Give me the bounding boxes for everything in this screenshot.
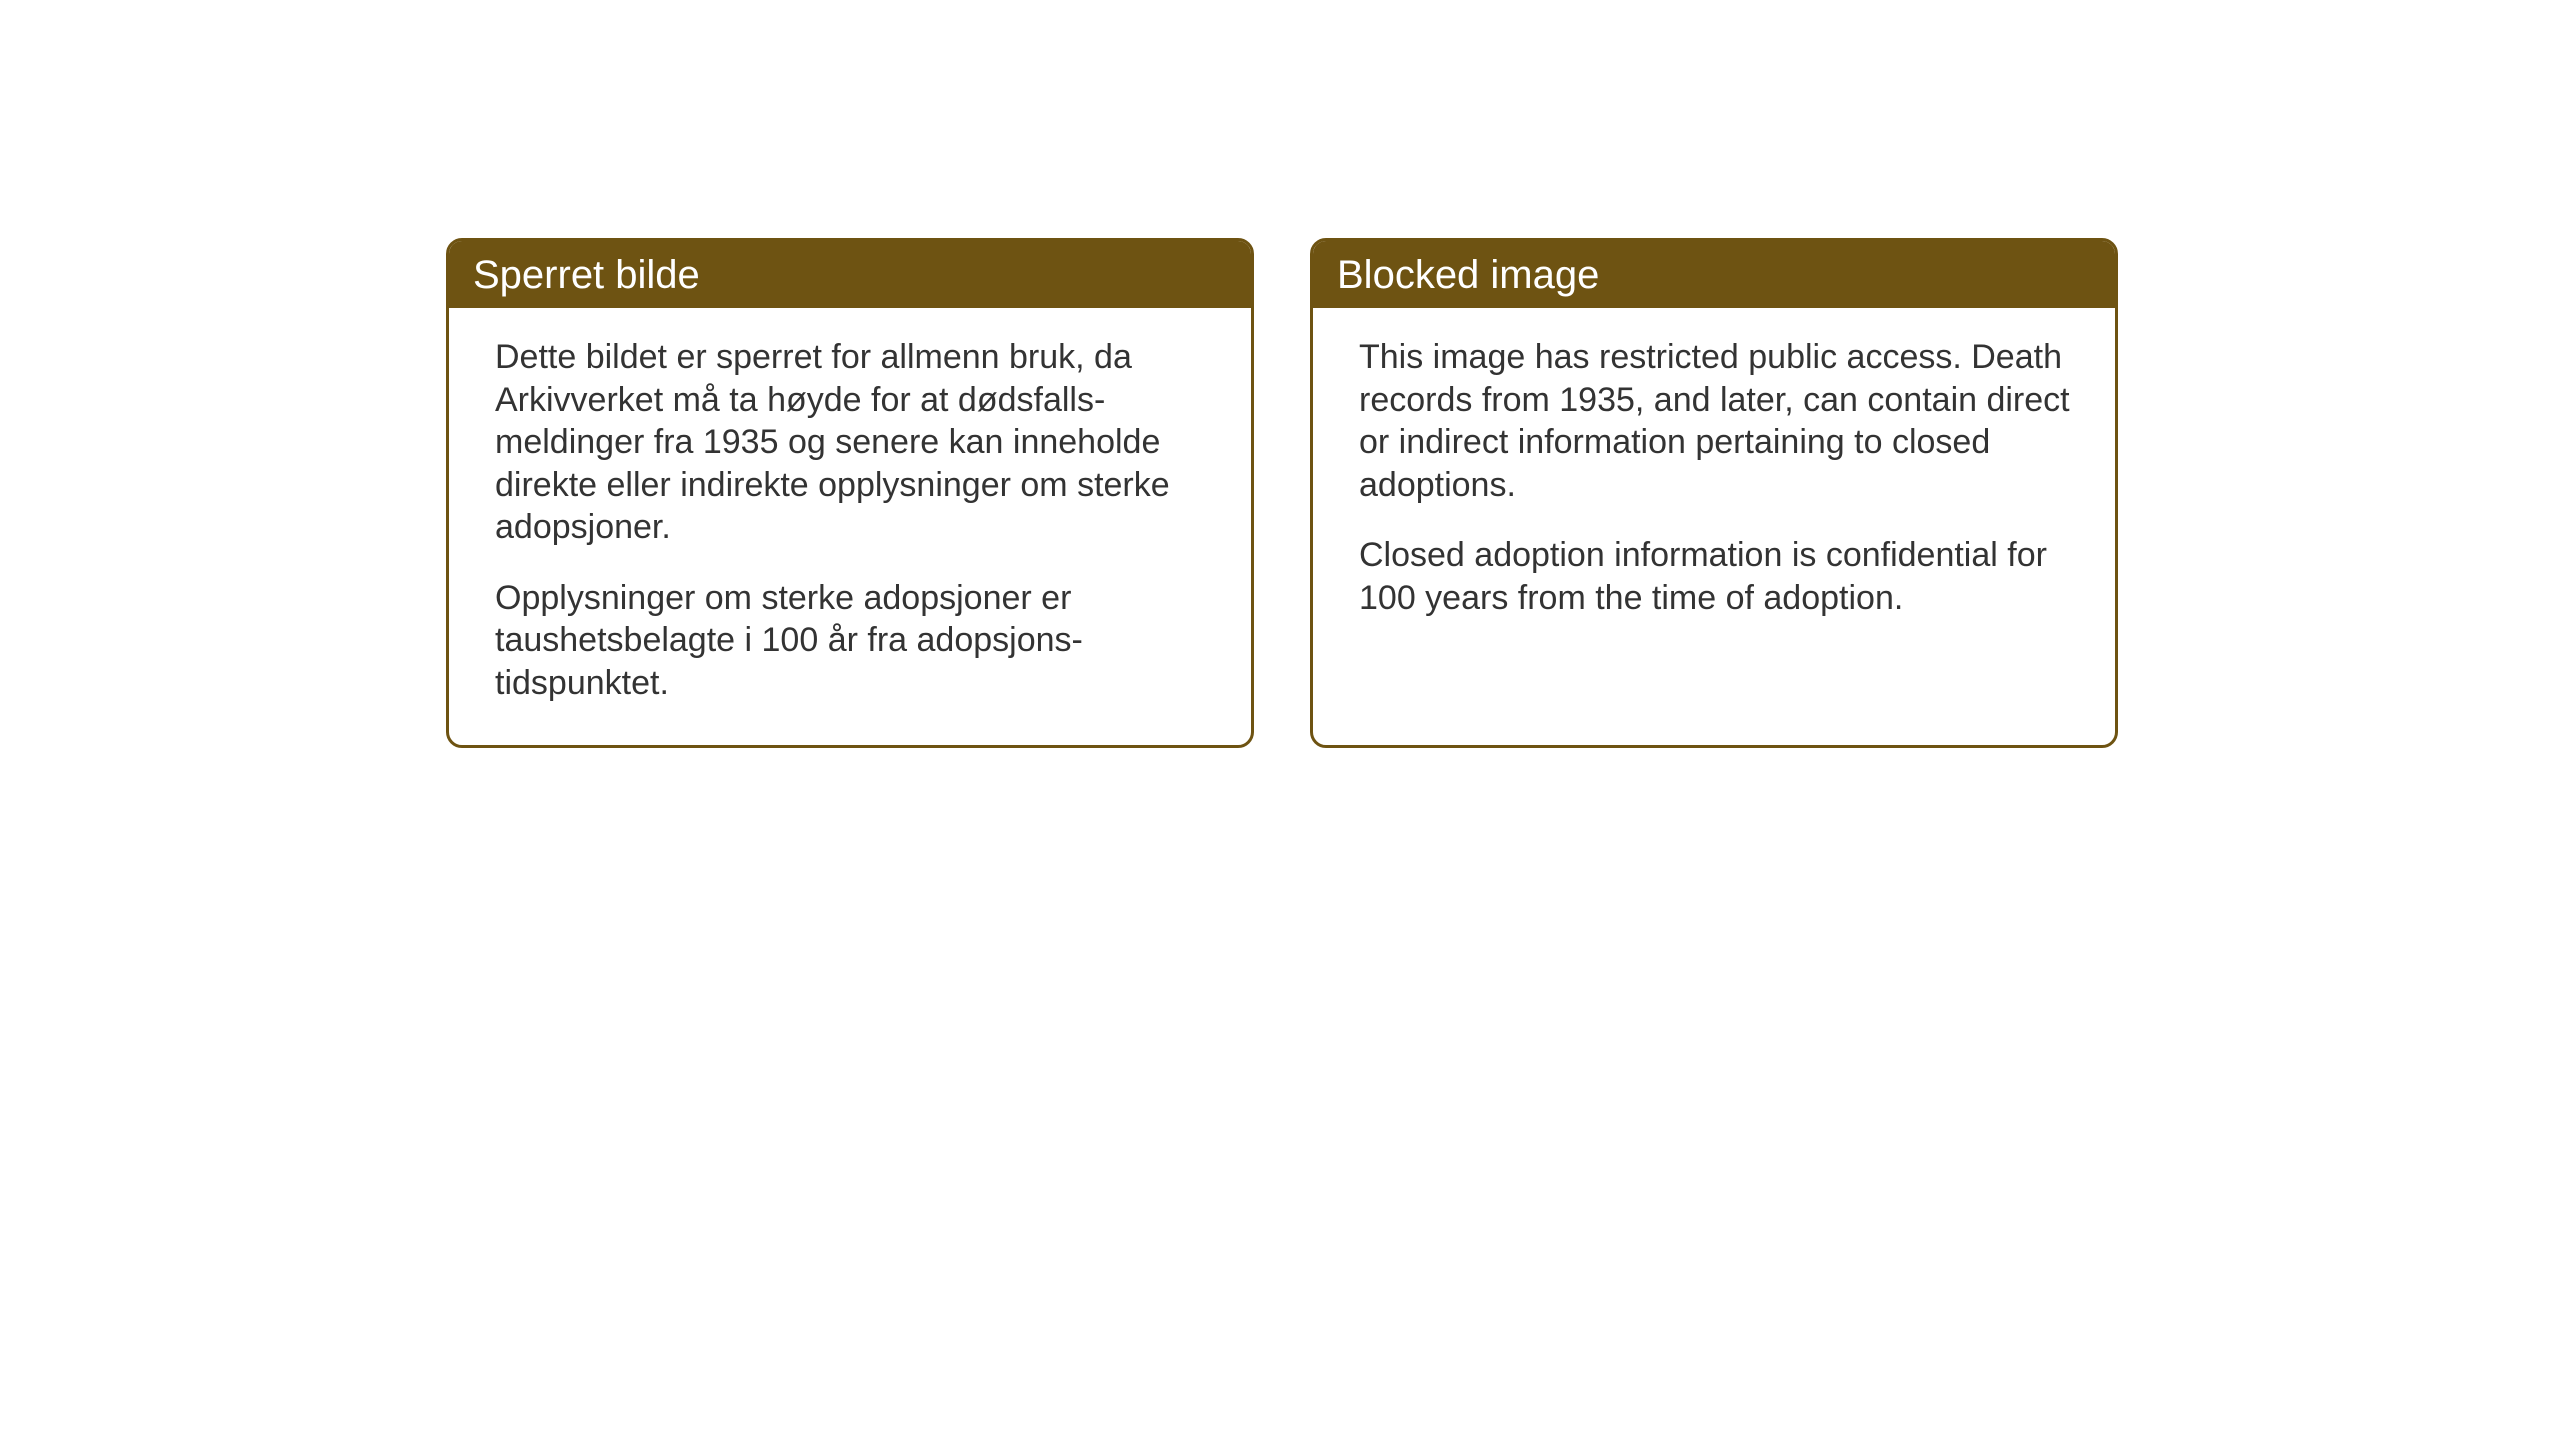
card-body-norwegian: Dette bildet er sperret for allmenn bruk…	[449, 308, 1251, 740]
notice-container: Sperret bilde Dette bildet er sperret fo…	[446, 238, 2118, 748]
notice-card-english: Blocked image This image has restricted …	[1310, 238, 2118, 748]
card-header-english: Blocked image	[1313, 241, 2115, 308]
paragraph-text: Dette bildet er sperret for allmenn bruk…	[495, 336, 1211, 549]
card-body-english: This image has restricted public access.…	[1313, 308, 2115, 655]
card-header-norwegian: Sperret bilde	[449, 241, 1251, 308]
paragraph-text: Opplysninger om sterke adopsjoner er tau…	[495, 577, 1211, 705]
paragraph-text: Closed adoption information is confident…	[1359, 534, 2075, 619]
notice-card-norwegian: Sperret bilde Dette bildet er sperret fo…	[446, 238, 1254, 748]
paragraph-text: This image has restricted public access.…	[1359, 336, 2075, 506]
